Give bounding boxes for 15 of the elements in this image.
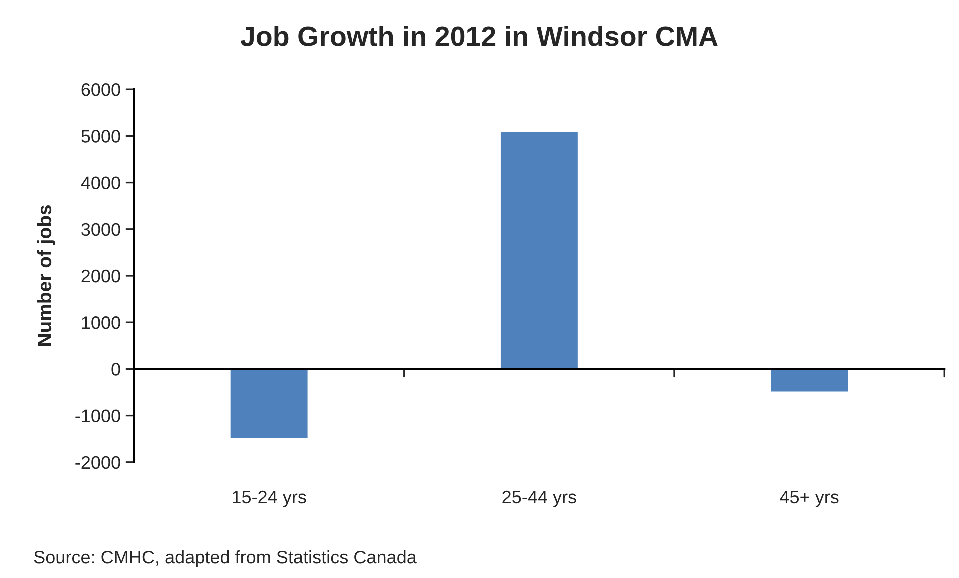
y-tick-label: 0 [112, 363, 120, 376]
y-axis-title: Number of jobs [37, 205, 56, 346]
y-tick-label: 1000 [82, 316, 120, 330]
y-tick-label: -2000 [76, 456, 120, 470]
y-tick-label: 4000 [81, 176, 120, 190]
y-tick-label: -1000 [76, 410, 120, 423]
y-tick-label: 3000 [82, 223, 120, 236]
source-note: Source: CMHC, adapted from Statistics Canada [34, 550, 417, 568]
y-tick-label: 6000 [82, 84, 120, 96]
y-tick-label: 2000 [82, 270, 120, 283]
y-tick-label: 5000 [82, 130, 120, 143]
x-tick-label: 15-24 yrs [233, 490, 306, 508]
x-tick-label: 25-44 yrs [502, 490, 576, 508]
chart-title: Job Growth in 2012 in Windsor CMA [240, 26, 718, 46]
x-tick-label: 45+ yrs [780, 491, 839, 508]
